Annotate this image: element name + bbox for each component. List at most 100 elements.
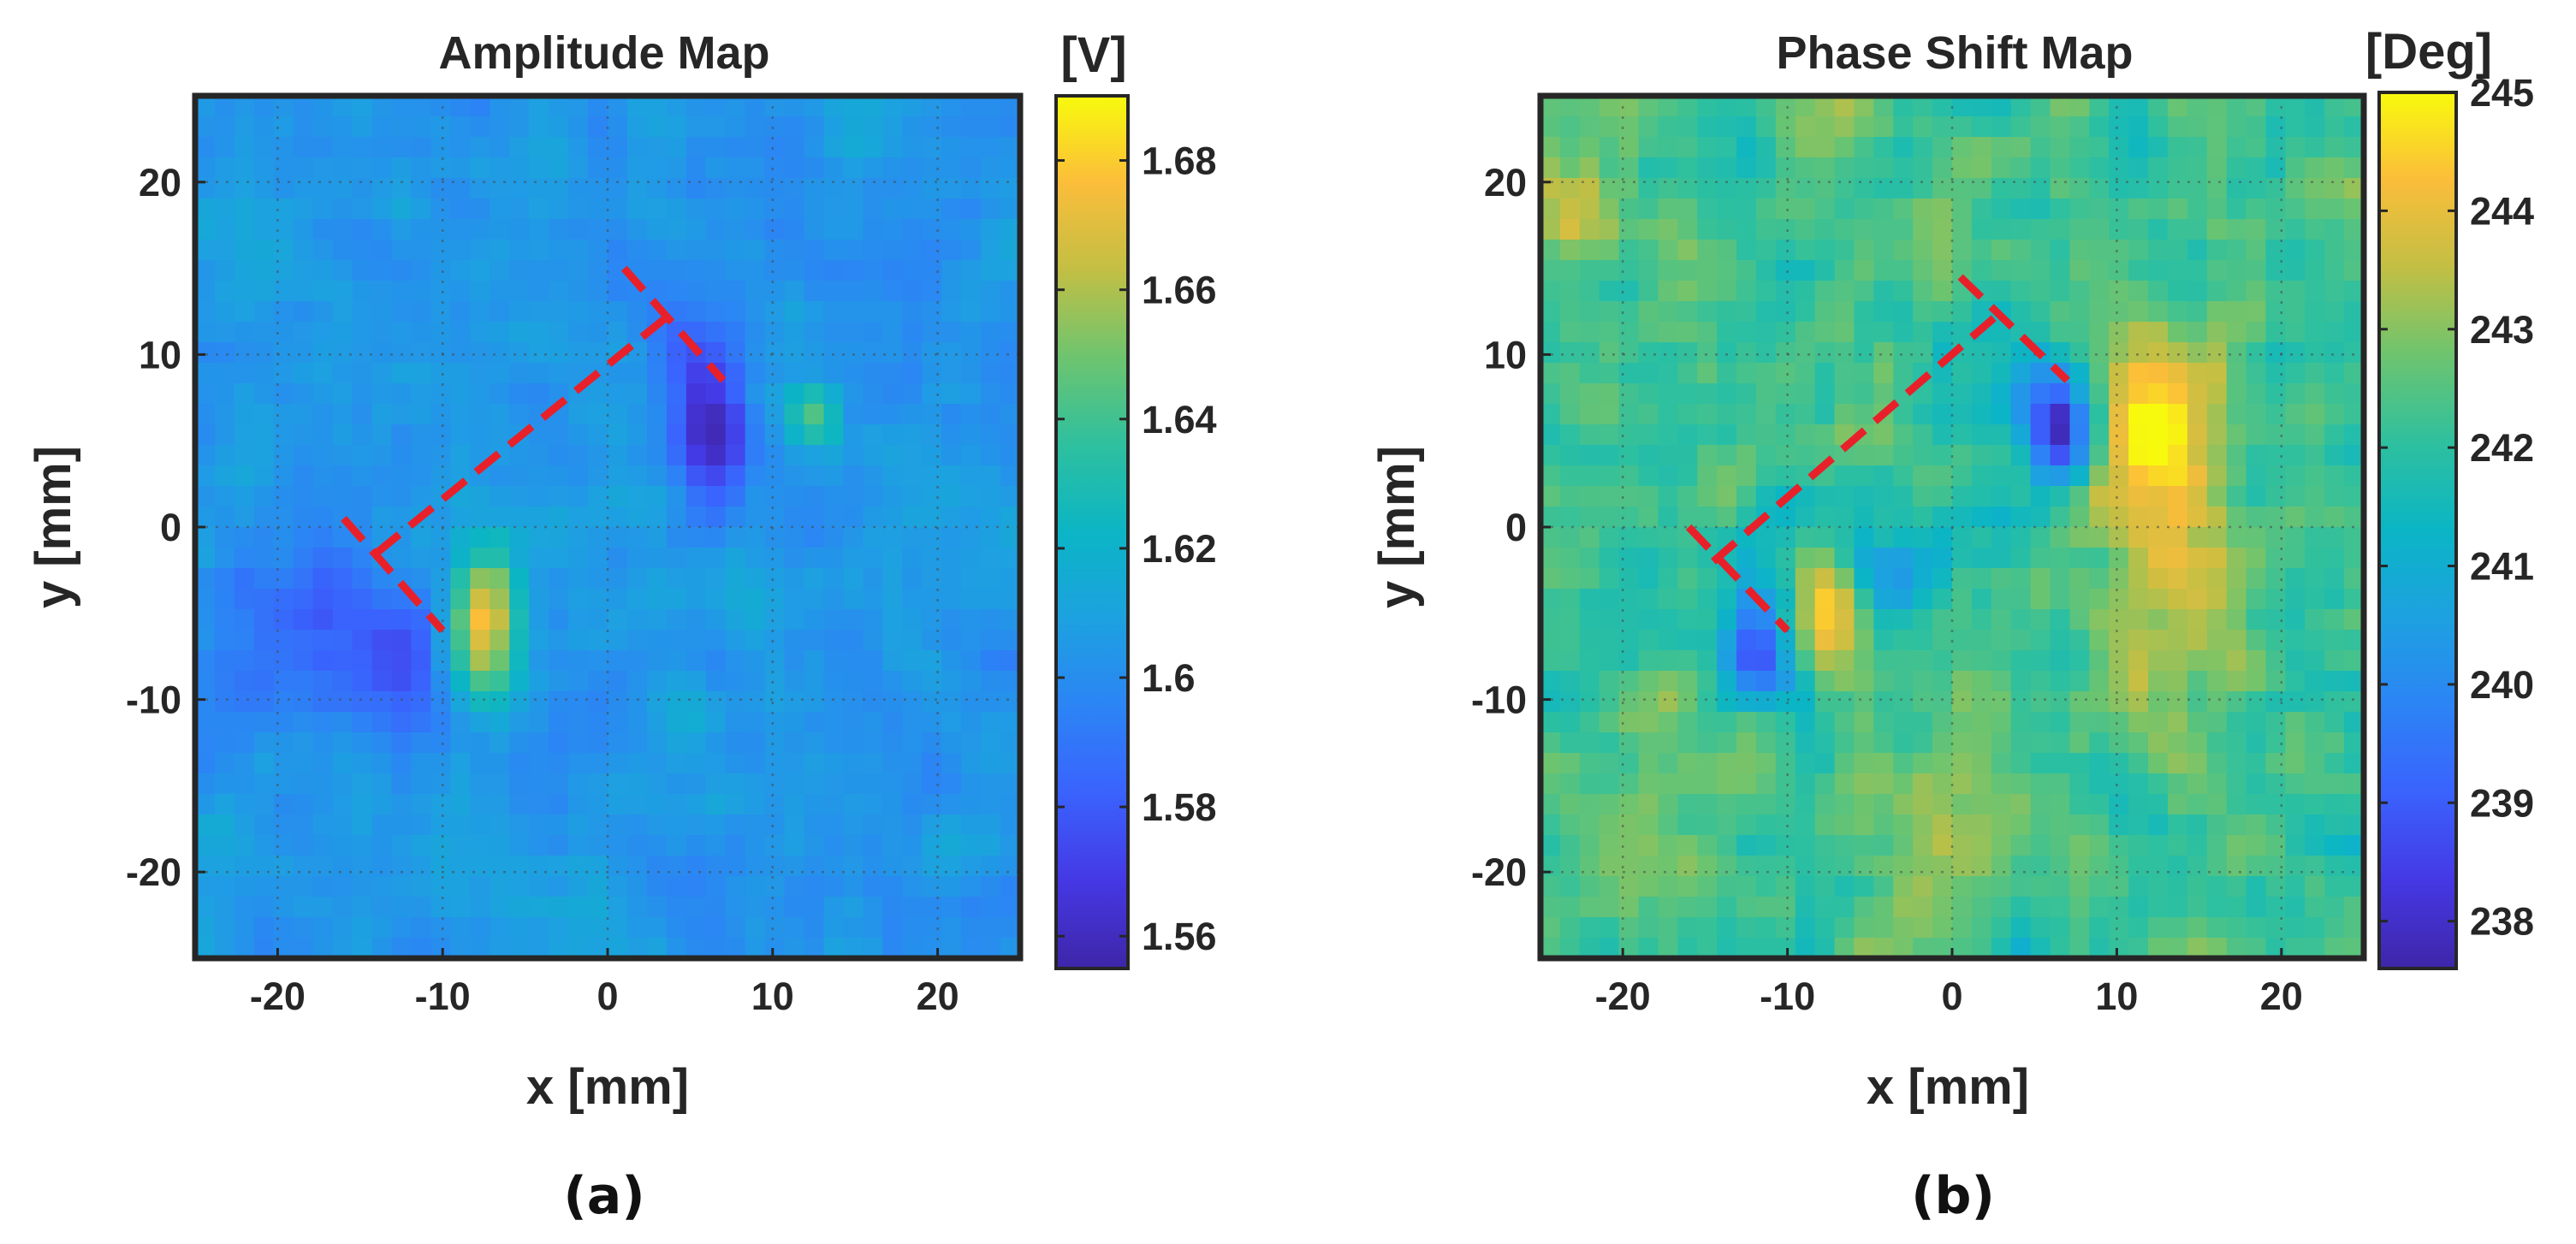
heatmap-cell — [1775, 835, 1796, 856]
heatmap-cell — [1893, 240, 1914, 261]
y-tick-label: -20 — [1471, 850, 1527, 894]
heatmap-cell — [2246, 157, 2267, 179]
heatmap-cell — [2246, 527, 2267, 548]
heatmap-cell — [1971, 363, 1992, 384]
heatmap-cell — [646, 424, 668, 446]
heatmap-cell — [2069, 712, 2090, 733]
heatmap-cell — [1991, 548, 2012, 569]
heatmap-cell — [1736, 240, 1757, 261]
heatmap-cell — [1834, 363, 1855, 384]
heatmap-cell — [195, 630, 216, 651]
heatmap-cell — [1873, 712, 1894, 733]
heatmap-cell — [1697, 219, 1718, 240]
heatmap-cell — [1932, 568, 1953, 589]
heatmap-cell — [312, 753, 334, 774]
heatmap-cell — [1854, 815, 1874, 836]
heatmap-cell — [1913, 178, 1933, 199]
heatmap-cell — [1540, 815, 1561, 836]
heatmap-cell — [1755, 137, 1777, 158]
heatmap-cell — [2285, 938, 2306, 959]
heatmap-cell — [253, 301, 275, 323]
heatmap-cell — [214, 917, 235, 939]
heatmap-cell — [470, 732, 490, 754]
heatmap-cell — [2265, 506, 2286, 528]
heatmap-cell — [1932, 178, 1953, 199]
heatmap-cell — [195, 691, 216, 713]
heatmap-cell — [1658, 383, 1678, 405]
heatmap-cell — [1775, 671, 1796, 692]
heatmap-cell — [764, 527, 786, 548]
heatmap-cell — [2050, 856, 2071, 877]
heatmap-cell — [214, 773, 235, 795]
heatmap-cell — [863, 794, 883, 815]
heatmap-cell — [1677, 301, 1698, 323]
heatmap-cell — [1000, 240, 1021, 261]
heatmap-cell — [470, 609, 490, 631]
heatmap-cell — [1736, 548, 1757, 569]
heatmap-cell — [195, 732, 216, 754]
heatmap-cell — [1658, 712, 1678, 733]
heatmap-cell — [1717, 465, 1737, 487]
heatmap-cell — [214, 815, 235, 836]
heatmap-cell — [961, 301, 982, 323]
heatmap-cell — [2187, 383, 2208, 405]
heatmap-cell — [1854, 938, 1874, 959]
heatmap-cell — [1697, 815, 1718, 836]
heatmap-cell — [293, 773, 314, 795]
heatmap-cell — [2187, 917, 2208, 939]
heatmap-cell — [705, 157, 727, 179]
heatmap-cell — [2246, 137, 2267, 158]
heatmap-cell — [293, 322, 314, 343]
heatmap-cell — [941, 856, 962, 877]
heatmap-cell — [1795, 815, 1816, 836]
heatmap-cell — [1697, 671, 1718, 692]
heatmap-cell — [1795, 137, 1816, 158]
heatmap-cell — [1000, 506, 1021, 528]
heatmap-cell — [234, 219, 255, 240]
heatmap-cell — [784, 363, 805, 384]
heatmap-cell — [1599, 465, 1620, 487]
heatmap-cell — [2305, 465, 2325, 487]
heatmap-cell — [1893, 116, 1914, 138]
heatmap-cell — [941, 260, 962, 281]
heatmap-cell — [843, 527, 864, 548]
heatmap-cell — [863, 506, 883, 528]
heatmap-cell — [1991, 732, 2012, 754]
heatmap-cell — [666, 527, 687, 548]
heatmap-cell — [312, 917, 334, 939]
heatmap-cell — [588, 938, 608, 959]
heatmap-cell — [626, 178, 648, 199]
heatmap-cell — [1814, 96, 1836, 117]
heatmap-cell — [234, 548, 255, 569]
heatmap-cell — [1638, 548, 1659, 569]
heatmap-cell — [2285, 609, 2306, 631]
heatmap-cell — [2285, 240, 2306, 261]
heatmap-cell — [1893, 322, 1914, 343]
heatmap-cell — [529, 650, 549, 672]
heatmap-cell — [2167, 917, 2188, 939]
heatmap-cell — [430, 938, 451, 959]
heatmap-cell — [1755, 773, 1777, 795]
heatmap-cell — [1677, 506, 1698, 528]
heatmap-cell — [509, 486, 530, 507]
heatmap-cell — [1638, 424, 1659, 446]
heatmap-cell — [2285, 815, 2306, 836]
heatmap-cell — [332, 260, 353, 281]
heatmap-cell — [490, 465, 510, 487]
heatmap-cell — [490, 815, 510, 836]
heatmap-cell — [626, 301, 648, 323]
heatmap-cell — [214, 548, 235, 569]
heatmap-cell — [253, 363, 275, 384]
heatmap-cell — [2010, 178, 2032, 199]
heatmap-cell — [1717, 240, 1737, 261]
heatmap-cell — [549, 609, 569, 631]
heatmap-cell — [1658, 219, 1678, 240]
heatmap-cell — [332, 342, 353, 364]
heatmap-cell — [1795, 260, 1816, 281]
heatmap-cell — [2167, 465, 2188, 487]
heatmap-cell — [2206, 630, 2228, 651]
heatmap-cell — [2089, 773, 2110, 795]
heatmap-cell — [1913, 157, 1933, 179]
x-tick-label: 0 — [597, 974, 618, 1018]
heatmap-cell — [745, 835, 766, 856]
